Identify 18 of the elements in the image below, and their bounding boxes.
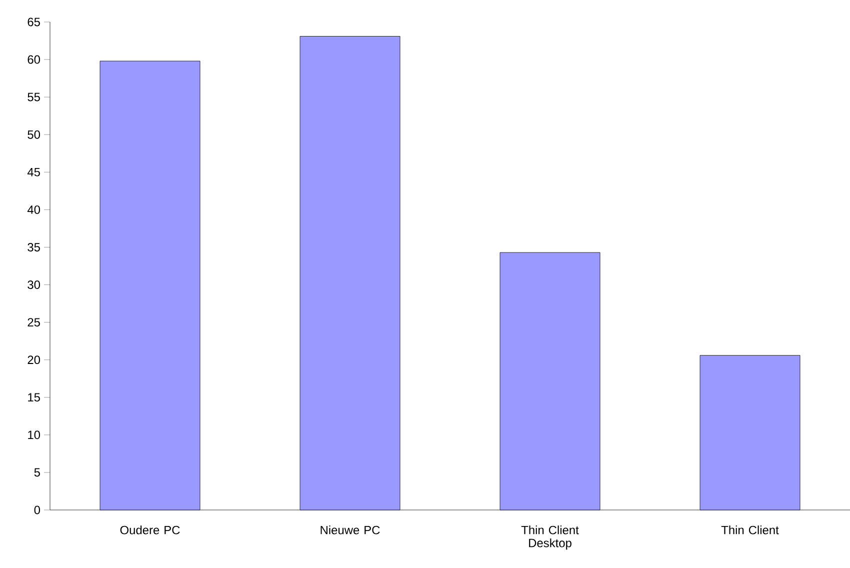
y-tick-label: 65	[28, 18, 40, 26]
y-tick-label: 50	[28, 130, 40, 139]
y-tick-label: 10	[28, 430, 40, 440]
x-tick-label: Thin Client	[721, 526, 779, 534]
x-tick-label: Oudere PC	[120, 526, 180, 534]
y-tick-label: 35	[28, 242, 40, 252]
y-tick-label: 0	[34, 506, 40, 514]
y-tick-label: 45	[27, 168, 40, 176]
y-tick-label: 20	[28, 356, 40, 364]
y-tick-label: 5	[34, 468, 40, 477]
y-tick-label: 40	[27, 205, 40, 214]
y-tick-label: 60	[28, 55, 40, 64]
y-tick-label: 15	[28, 393, 40, 402]
x-tick-label: Nieuwe PC	[320, 526, 380, 534]
x-tick-label: Thin Client Desktop	[521, 526, 579, 550]
y-tick-label: 30	[28, 280, 40, 289]
y-tick-label: 25	[28, 318, 40, 327]
y-tick-label: 55	[28, 92, 40, 102]
